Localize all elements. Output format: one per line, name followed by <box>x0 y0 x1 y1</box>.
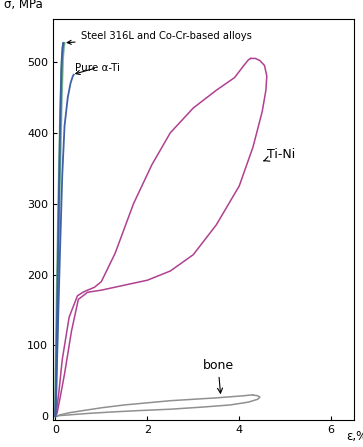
Y-axis label: σ, MPa: σ, MPa <box>4 0 42 12</box>
Text: bone: bone <box>203 359 233 393</box>
Text: Pure α-Ti: Pure α-Ti <box>75 63 120 75</box>
Text: Ti-Ni: Ti-Ni <box>264 148 295 161</box>
Text: Steel 316L and Co-Cr-based alloys: Steel 316L and Co-Cr-based alloys <box>67 31 252 44</box>
X-axis label: ε,%: ε,% <box>347 430 363 443</box>
